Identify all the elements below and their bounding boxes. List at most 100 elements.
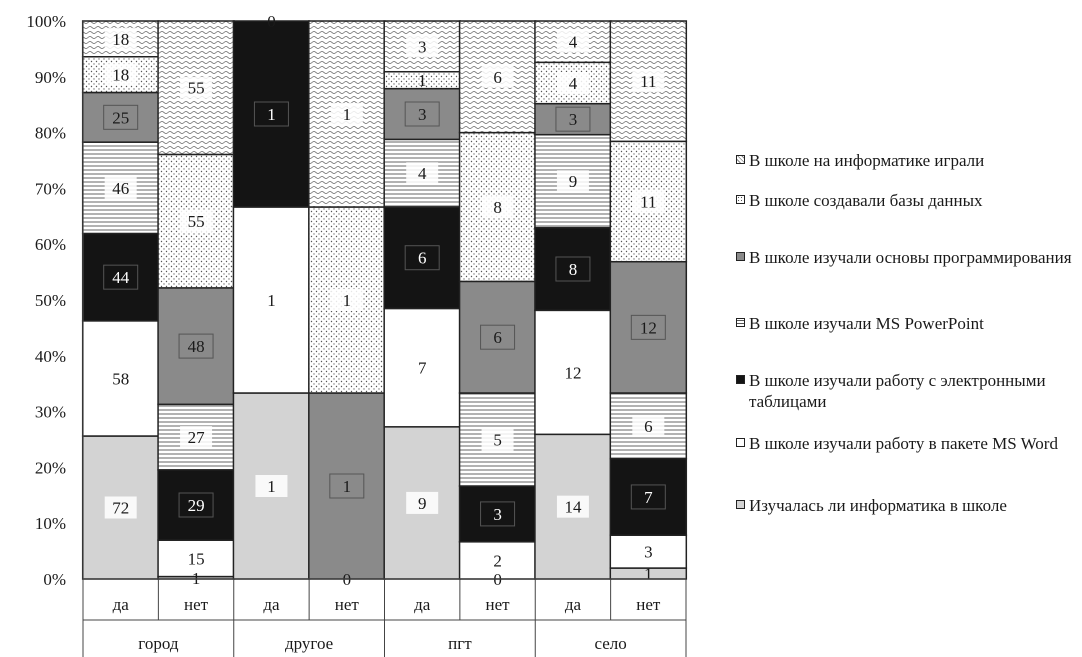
- data-label: 46: [112, 179, 129, 198]
- data-label-box: [556, 495, 589, 518]
- data-label-box: [480, 324, 516, 350]
- legend-label: В школе изучали MS PowerPoint: [749, 314, 984, 333]
- data-label: 15: [188, 549, 205, 568]
- data-label: 6: [493, 68, 502, 87]
- y-tick-label: 60%: [35, 235, 66, 254]
- data-label: 1: [644, 565, 653, 584]
- legend-label: В школе изучали работу с электронными та…: [749, 371, 1046, 411]
- legend-swatch: [736, 195, 745, 204]
- legend-item: В школе изучали работу с электронными та…: [736, 370, 1079, 412]
- y-tick-label: 40%: [35, 347, 66, 366]
- data-label-box: [180, 426, 213, 449]
- stacked-bar-chart: 7258444625181811529274855551110011197643…: [26, 12, 688, 657]
- data-label-box: [103, 264, 139, 290]
- legend-item: В школе создавали базы данных: [736, 190, 1079, 211]
- data-label: 12: [640, 318, 657, 337]
- data-label: 11: [640, 193, 656, 212]
- x-group-label: пгт: [448, 634, 472, 653]
- data-label: 27: [188, 428, 206, 447]
- data-label: 4: [418, 164, 427, 183]
- data-label: 9: [569, 172, 578, 191]
- data-label-box: [406, 162, 439, 185]
- data-label: 3: [418, 105, 427, 124]
- x-tick-label: нет: [636, 595, 661, 614]
- data-label-box: [255, 475, 288, 497]
- data-label-box: [104, 496, 137, 519]
- data-label: 6: [418, 249, 427, 268]
- y-tick-label: 10%: [35, 514, 66, 533]
- data-label: 18: [112, 30, 129, 49]
- y-tick-label: 90%: [35, 68, 66, 87]
- data-label-box: [556, 170, 589, 193]
- data-label: 44: [112, 268, 130, 287]
- data-label-box: [632, 190, 665, 213]
- data-label: 58: [112, 369, 129, 388]
- data-label-box: [329, 473, 365, 499]
- data-label-box: [630, 484, 666, 510]
- y-tick-label: 0%: [43, 570, 66, 589]
- data-label-box: [556, 30, 589, 53]
- data-label: 4: [569, 33, 578, 52]
- data-label-box: [104, 63, 137, 86]
- data-label: 1: [343, 477, 352, 496]
- data-label: 1: [343, 291, 352, 310]
- data-label-box: [632, 70, 665, 93]
- data-label: 8: [493, 198, 502, 217]
- x-tick-label: да: [113, 595, 130, 614]
- data-label: 25: [112, 108, 129, 127]
- data-label: 5: [493, 431, 502, 450]
- data-label-box: [104, 27, 137, 50]
- data-label: 6: [644, 417, 653, 436]
- data-label: 3: [569, 110, 578, 129]
- legend-item: В школе на информатике играли: [736, 150, 1079, 171]
- data-label: 3: [418, 37, 427, 56]
- data-label-box: [556, 361, 589, 384]
- x-tick-label: да: [263, 595, 280, 614]
- data-label-box: [630, 314, 666, 340]
- x-category-table: да нет да нет да нет да нет город другое пгт село: [82, 579, 687, 657]
- bar-stacks: [81, 20, 688, 580]
- x-tick-label: да: [565, 595, 582, 614]
- data-label-box: [555, 256, 591, 282]
- bar-segment: [157, 469, 235, 541]
- data-label-box: [555, 106, 591, 132]
- data-label-box: [406, 356, 439, 379]
- x-tick-label: нет: [335, 595, 360, 614]
- data-label: 1: [267, 477, 276, 496]
- data-label-box: [404, 101, 440, 127]
- x-tick-label: нет: [486, 595, 511, 614]
- legend-swatch: [736, 375, 745, 384]
- data-label: 9: [418, 494, 427, 513]
- x-group-label: село: [594, 634, 626, 653]
- data-label-box: [178, 492, 214, 518]
- data-label-box: [104, 367, 137, 390]
- data-label: 55: [188, 212, 205, 231]
- data-label-box: [481, 196, 514, 218]
- legend-swatch: [736, 500, 745, 509]
- data-label-box: [481, 428, 514, 451]
- legend-swatch: [736, 155, 745, 164]
- legend-item: Изучалась ли информатика в школе: [736, 495, 1079, 516]
- y-tick-labels: 0% 10% 20% 30% 40% 50% 60% 70% 80% 90% 100%: [26, 12, 66, 589]
- data-label: 72: [112, 499, 129, 518]
- data-label: 0: [267, 12, 276, 31]
- data-label: 1: [418, 71, 427, 90]
- data-label-box: [632, 540, 665, 563]
- data-label: 4: [569, 74, 578, 93]
- legend-label: В школе на информатике играли: [749, 151, 985, 170]
- data-label-box: [255, 289, 288, 311]
- legend-label: Изучалась ли информатика в школе: [749, 496, 1007, 515]
- data-label-box: [556, 72, 589, 94]
- data-label: 1: [192, 569, 201, 588]
- y-tick-label: 80%: [35, 124, 66, 143]
- data-label-box: [178, 333, 214, 359]
- data-label: 1: [267, 105, 276, 124]
- data-label-box: [406, 35, 439, 58]
- x-tick-label: нет: [184, 595, 209, 614]
- data-label-box: [180, 76, 213, 99]
- segment-labels: 7258444625181811529274855551110011197643…: [103, 12, 666, 589]
- legend-label: В школе изучали работу в пакете MS Word: [749, 434, 1058, 453]
- legend-item: В школе изучали основы программирования: [736, 247, 1079, 268]
- data-label: 48: [188, 337, 205, 356]
- data-label: 29: [188, 496, 205, 515]
